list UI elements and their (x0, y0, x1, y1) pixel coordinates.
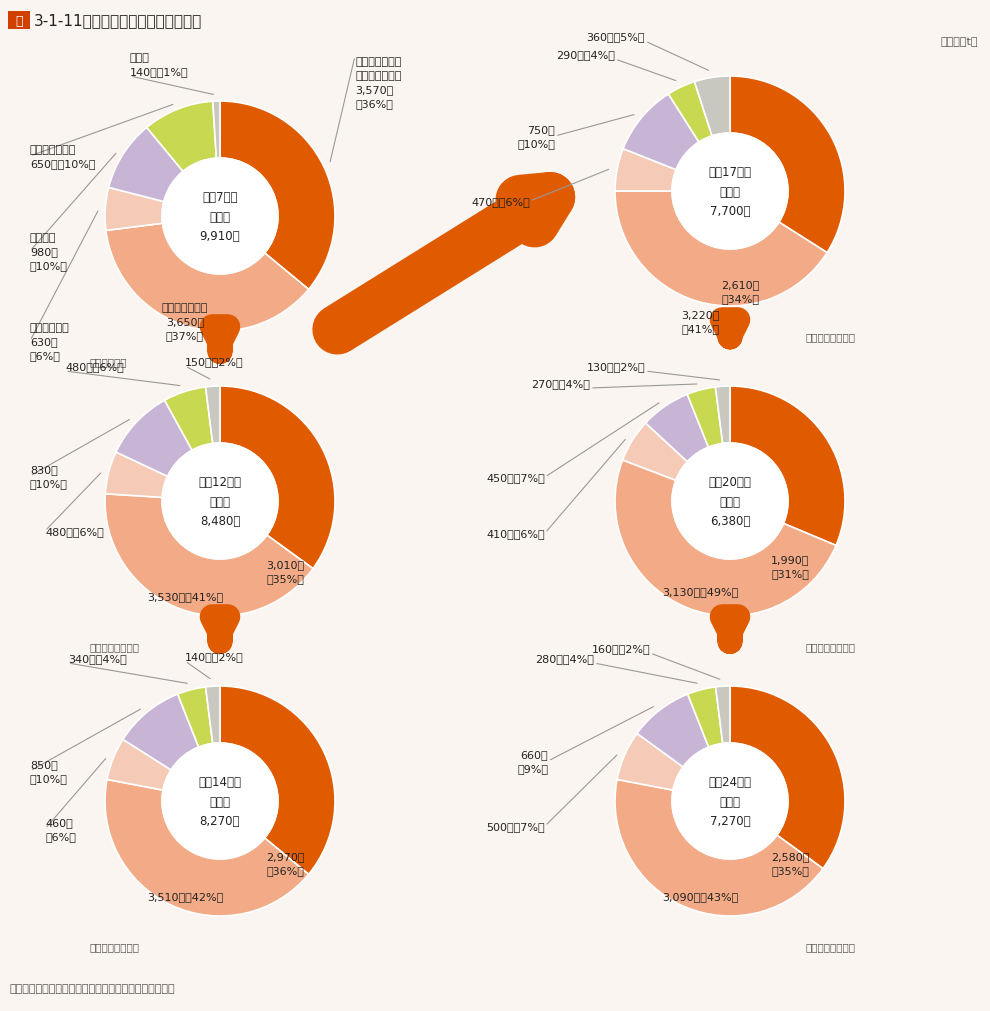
Wedge shape (615, 192, 827, 306)
Text: 480万（6%）: 480万（6%） (45, 527, 104, 537)
Text: 3,010万
（35%）: 3,010万 （35%） (266, 559, 304, 583)
Text: 500万（7%）: 500万（7%） (486, 821, 545, 831)
FancyBboxPatch shape (8, 12, 30, 30)
Text: 290万（4%）: 290万（4%） (556, 50, 615, 60)
Text: 850万
（10%）: 850万 （10%） (30, 759, 68, 784)
Text: 750万
（10%）: 750万 （10%） (517, 125, 555, 149)
Text: 3,220万
（41%）: 3,220万 （41%） (681, 309, 719, 334)
Circle shape (162, 159, 278, 275)
Wedge shape (637, 695, 709, 767)
Text: その他
140万（1%）: その他 140万（1%） (130, 53, 189, 77)
Circle shape (672, 133, 788, 250)
Text: 2,610万
（34%）: 2,610万 （34%） (721, 280, 759, 303)
Text: 平成7年度
全国計
9,910万: 平成7年度 全国計 9,910万 (200, 191, 241, 243)
Wedge shape (615, 779, 823, 916)
Circle shape (672, 743, 788, 859)
Wedge shape (220, 102, 335, 290)
Text: 450万（7%）: 450万（7%） (486, 472, 545, 482)
Wedge shape (615, 460, 837, 617)
Text: 3,530万（41%）: 3,530万（41%） (147, 591, 223, 602)
Wedge shape (623, 424, 687, 481)
Text: 平成20年度
全国計
6,380万: 平成20年度 全国計 6,380万 (709, 475, 751, 528)
Text: 平成12年度
全国計
8,480万: 平成12年度 全国計 8,480万 (199, 475, 242, 528)
Wedge shape (716, 686, 730, 744)
Wedge shape (105, 188, 163, 232)
Wedge shape (206, 686, 220, 744)
Text: 建設汚泥
980万
（10%）: 建設汚泥 980万 （10%） (30, 233, 68, 271)
Text: 360万（5%）: 360万（5%） (586, 32, 645, 42)
Text: 2,970万
（36%）: 2,970万 （36%） (265, 851, 304, 876)
Text: アスファルト・
コンクリート塊
3,570万
（36%）: アスファルト・ コンクリート塊 3,570万 （36%） (355, 57, 401, 109)
Text: 3,130万（49%）: 3,130万（49%） (662, 586, 739, 596)
Text: 図: 図 (15, 14, 23, 27)
Text: 資料：国土交通省: 資料：国土交通省 (90, 941, 140, 951)
Wedge shape (177, 687, 213, 747)
Wedge shape (623, 95, 699, 171)
Text: 平成17年度
全国計
7,700万: 平成17年度 全国計 7,700万 (709, 166, 751, 217)
Wedge shape (220, 386, 335, 569)
Text: 410万（6%）: 410万（6%） (486, 529, 545, 539)
Wedge shape (687, 387, 723, 448)
Text: （単位：t）: （単位：t） (940, 37, 978, 47)
Wedge shape (730, 386, 845, 546)
Text: 平成24年度
全国計
7,270万: 平成24年度 全国計 7,270万 (709, 775, 751, 827)
Text: 3,510万（42%）: 3,510万（42%） (147, 891, 223, 901)
Text: 140万（2%）: 140万（2%） (185, 651, 244, 661)
Wedge shape (123, 695, 199, 770)
Text: 340万（4%）: 340万（4%） (68, 653, 127, 663)
Wedge shape (668, 83, 712, 143)
Text: 130万（2%）: 130万（2%） (586, 362, 645, 372)
Text: 3,090万（43%）: 3,090万（43%） (662, 891, 739, 901)
Wedge shape (220, 686, 335, 875)
Text: 資料：建設省: 資料：建設省 (90, 357, 128, 367)
Wedge shape (105, 453, 167, 497)
Wedge shape (206, 386, 220, 444)
Wedge shape (617, 734, 683, 791)
Text: 270万（4%）: 270万（4%） (531, 379, 590, 388)
Wedge shape (730, 77, 845, 254)
Text: 470万（6%）: 470万（6%） (471, 197, 530, 207)
Text: 150万（2%）: 150万（2%） (185, 357, 244, 367)
Text: 1,990万
（31%）: 1,990万 （31%） (771, 554, 809, 578)
Text: 2,580万
（35%）: 2,580万 （35%） (771, 851, 809, 876)
Wedge shape (105, 494, 313, 617)
Wedge shape (107, 740, 171, 791)
Text: 280万（4%）: 280万（4%） (536, 653, 594, 663)
Text: 建設混合廃棄物
650万（10%）: 建設混合廃棄物 650万（10%） (30, 145, 95, 169)
Circle shape (162, 743, 278, 859)
Wedge shape (730, 686, 845, 868)
Text: コンクリート塊
3,650万
（37%）: コンクリート塊 3,650万 （37%） (161, 302, 208, 341)
Wedge shape (716, 386, 730, 444)
Wedge shape (105, 779, 309, 916)
Wedge shape (213, 102, 220, 159)
Text: 160万（2%）: 160万（2%） (591, 643, 650, 653)
Wedge shape (106, 224, 309, 332)
Text: 資料：国土交通省: 資料：国土交通省 (805, 941, 855, 951)
Wedge shape (116, 400, 192, 477)
Text: 830万
（10%）: 830万 （10%） (30, 464, 68, 488)
Text: 660万
（9%）: 660万 （9%） (517, 749, 548, 773)
Wedge shape (147, 102, 217, 172)
Text: 注：四捨五入の関係上、合計値と合わない場合がある。: 注：四捨五入の関係上、合計値と合わない場合がある。 (10, 983, 175, 993)
Text: 建設発生木材
630万
（6%）: 建設発生木材 630万 （6%） (30, 323, 69, 361)
Circle shape (672, 444, 788, 559)
Text: 資料：国土交通省: 資料：国土交通省 (805, 332, 855, 342)
Wedge shape (694, 77, 730, 136)
Text: 資料：国土交通省: 資料：国土交通省 (90, 641, 140, 651)
Text: 平成14年度
全国計
8,270万: 平成14年度 全国計 8,270万 (199, 775, 242, 827)
Text: 480万（6%）: 480万（6%） (65, 362, 124, 372)
Wedge shape (688, 687, 723, 747)
Text: 3-1-11　建設廃棄物の種類別排出量: 3-1-11 建設廃棄物の種類別排出量 (34, 13, 202, 28)
Circle shape (162, 444, 278, 559)
Text: 460万
（6%）: 460万 （6%） (45, 817, 76, 841)
Wedge shape (164, 387, 213, 451)
Wedge shape (615, 150, 676, 192)
Wedge shape (645, 395, 709, 462)
Text: 資料：国土交通省: 資料：国土交通省 (805, 641, 855, 651)
Wedge shape (109, 128, 183, 202)
